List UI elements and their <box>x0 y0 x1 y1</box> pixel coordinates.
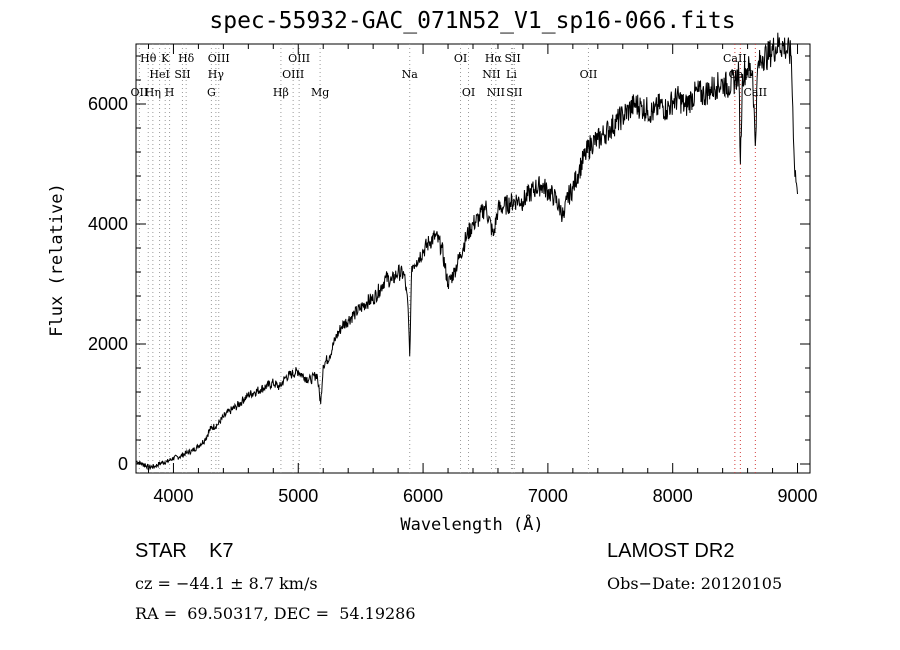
line-label: NII <box>487 86 505 99</box>
line-label: Mg <box>311 86 329 99</box>
tick-labels: 4000 5000 6000 7000 8000 9000 0 2000 4000 6000 <box>88 94 818 506</box>
x-tick-label: 4000 <box>153 486 193 506</box>
line-label: Hδ <box>178 52 195 65</box>
obs-date: Obs−Date: 20120105 <box>607 574 783 593</box>
x-axis-label: Wavelength (Å) <box>400 513 543 535</box>
axis-ticks <box>136 44 810 473</box>
y-tick-label: 2000 <box>88 334 128 354</box>
redshift-value: cz = −44.1 ± 8.7 km/s <box>135 574 318 593</box>
x-tick-label: 6000 <box>403 486 443 506</box>
line-label: NII <box>482 68 500 81</box>
plot-frame <box>135 43 811 474</box>
chart-title: spec-55932-GAC_071N52_V1_sp16-066.fits <box>209 8 736 34</box>
coordinates: RA = 69.50317, DEC = 54.19286 <box>135 604 416 623</box>
line-label: OI <box>462 86 475 99</box>
line-label: CaII <box>743 86 767 99</box>
line-label: Hη <box>145 86 161 99</box>
line-label: Hθ <box>140 52 157 65</box>
line-label: Hα <box>485 52 503 65</box>
line-label: Li <box>506 68 517 81</box>
y-tick-label: 4000 <box>88 214 128 234</box>
line-label: CaII <box>723 52 747 65</box>
x-tick-label: 7000 <box>528 486 568 506</box>
line-label: SII <box>504 52 520 65</box>
line-label: Hγ <box>208 68 225 81</box>
line-label: HeI <box>149 68 169 81</box>
x-tick-label: 8000 <box>653 486 693 506</box>
line-label: Hβ <box>273 86 289 99</box>
line-label: H <box>165 86 175 99</box>
line-label: OIII <box>208 52 230 65</box>
line-label: OI <box>454 52 467 65</box>
x-tick-label: 5000 <box>278 486 318 506</box>
object-class: STAR K7 <box>135 540 234 562</box>
line-label: K <box>161 52 170 65</box>
line-label: G <box>207 86 216 99</box>
line-label: SII <box>174 68 190 81</box>
line-label: OII <box>580 68 598 81</box>
y-tick-label: 6000 <box>88 94 128 114</box>
line-label: OIII <box>288 52 310 65</box>
y-tick-label: 0 <box>118 454 128 474</box>
line-label: Na <box>402 68 419 81</box>
line-label: OII <box>131 86 149 99</box>
survey-name: LAMOST DR2 <box>607 540 735 562</box>
y-axis-label: Flux (relative) <box>47 183 67 337</box>
x-tick-label: 9000 <box>777 486 817 506</box>
line-label: SII <box>506 86 522 99</box>
spectrum-line <box>135 32 798 471</box>
line-label: OIII <box>282 68 304 81</box>
